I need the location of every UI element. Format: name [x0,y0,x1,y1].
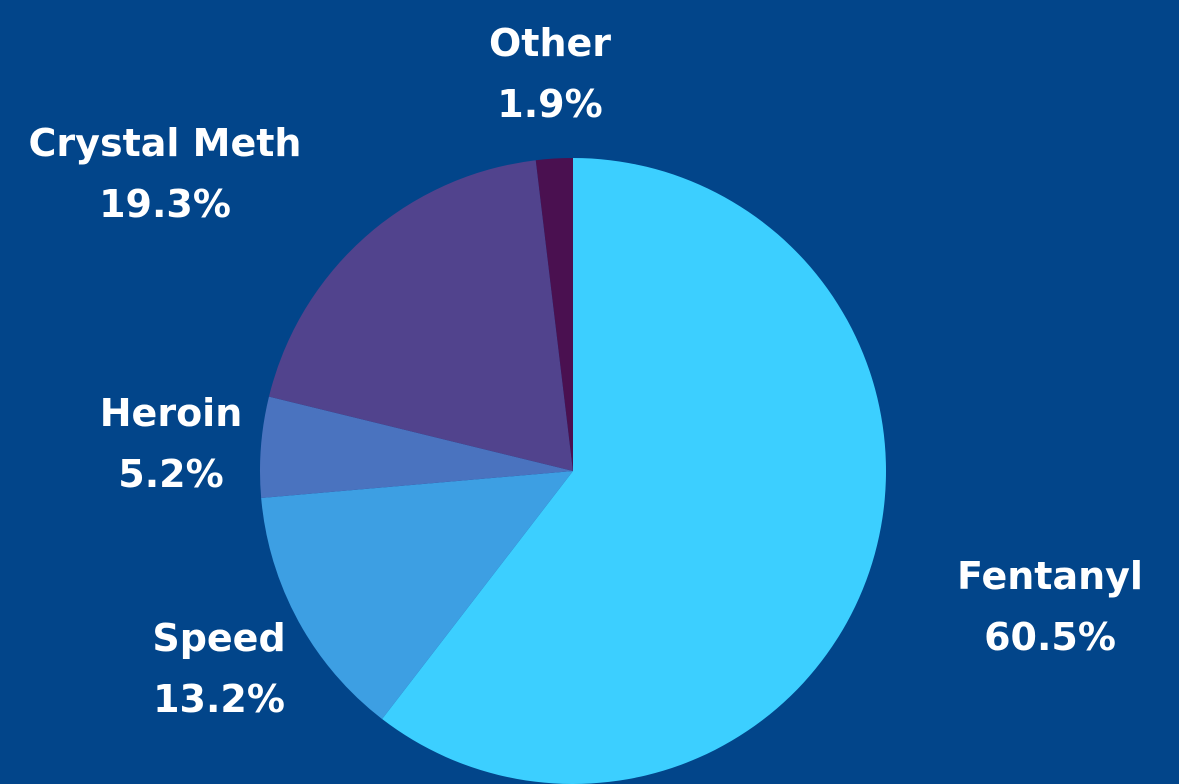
pie-slice-fentanyl [382,158,887,784]
slice-label-fentanyl-value: 60.5% [984,615,1116,659]
pie-slice-heroin [259,396,573,498]
pie-slice-crystal-meth [268,160,573,471]
label-group-crystal-meth: Crystal Meth 19.3% [29,121,302,226]
pie-slice-other [535,158,573,471]
label-group-fentanyl: Fentanyl 60.5% [957,554,1143,659]
slice-label-speed-value: 13.2% [153,677,285,721]
label-group-other: Other 1.9% [489,21,611,126]
pie-slice-speed [261,471,573,720]
slice-label-crystal-meth-name: Crystal Meth [29,121,302,165]
label-group-heroin: Heroin 5.2% [100,391,243,496]
label-group-speed: Speed 13.2% [152,616,285,721]
slice-label-speed-name: Speed [152,616,285,660]
slice-label-heroin-value: 5.2% [118,452,223,496]
slice-label-other-name: Other [489,21,611,65]
slice-label-other-value: 1.9% [497,82,602,126]
slice-label-fentanyl-name: Fentanyl [957,554,1143,598]
slice-label-crystal-meth-value: 19.3% [99,182,231,226]
pie-slices [259,158,887,784]
slice-label-heroin-name: Heroin [100,391,243,435]
